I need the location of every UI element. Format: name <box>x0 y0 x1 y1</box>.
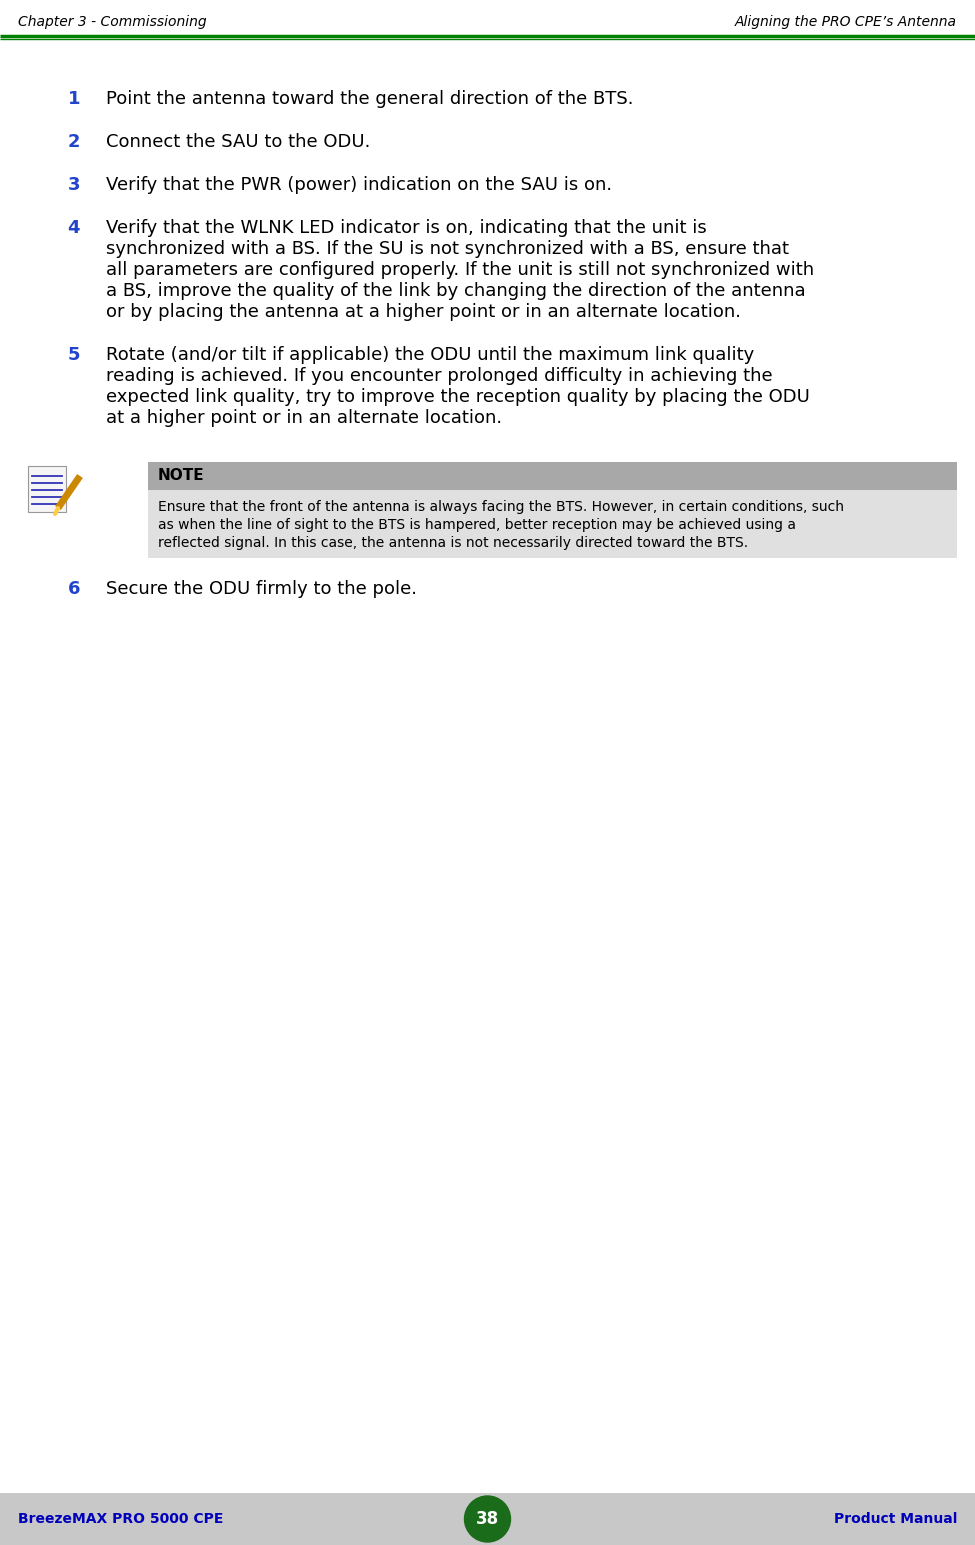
Text: Aligning the PRO CPE’s Antenna: Aligning the PRO CPE’s Antenna <box>735 15 957 29</box>
Text: Verify that the WLNK LED indicator is on, indicating that the unit is: Verify that the WLNK LED indicator is on… <box>106 219 707 236</box>
Text: Product Manual: Product Manual <box>834 1513 957 1526</box>
Text: 4: 4 <box>67 219 80 236</box>
Text: 6: 6 <box>67 579 80 598</box>
Text: 38: 38 <box>476 1509 499 1528</box>
Text: at a higher point or in an alternate location.: at a higher point or in an alternate loc… <box>106 409 502 426</box>
Text: reading is achieved. If you encounter prolonged difficulty in achieving the: reading is achieved. If you encounter pr… <box>106 368 772 385</box>
Text: or by placing the antenna at a higher point or in an alternate location.: or by placing the antenna at a higher po… <box>106 303 741 321</box>
Text: synchronized with a BS. If the SU is not synchronized with a BS, ensure that: synchronized with a BS. If the SU is not… <box>106 239 789 258</box>
Text: BreezeMAX PRO 5000 CPE: BreezeMAX PRO 5000 CPE <box>18 1513 223 1526</box>
Text: as when the line of sight to the BTS is hampered, better reception may be achiev: as when the line of sight to the BTS is … <box>158 518 796 531</box>
Text: all parameters are configured properly. If the unit is still not synchronized wi: all parameters are configured properly. … <box>106 261 814 280</box>
Text: Secure the ODU firmly to the pole.: Secure the ODU firmly to the pole. <box>106 579 417 598</box>
Text: Chapter 3 - Commissioning: Chapter 3 - Commissioning <box>18 15 207 29</box>
Bar <box>28 467 66 511</box>
Text: 5: 5 <box>67 346 80 365</box>
Text: Point the antenna toward the general direction of the BTS.: Point the antenna toward the general dir… <box>106 90 634 108</box>
Text: Connect the SAU to the ODU.: Connect the SAU to the ODU. <box>106 133 370 151</box>
Text: a BS, improve the quality of the link by changing the direction of the antenna: a BS, improve the quality of the link by… <box>106 283 805 300</box>
Text: expected link quality, try to improve the reception quality by placing the ODU: expected link quality, try to improve th… <box>106 388 810 406</box>
Text: 3: 3 <box>67 176 80 195</box>
Text: Rotate (and/or tilt if applicable) the ODU until the maximum link quality: Rotate (and/or tilt if applicable) the O… <box>106 346 755 365</box>
Text: Verify that the PWR (power) indication on the SAU is on.: Verify that the PWR (power) indication o… <box>106 176 612 195</box>
Text: 2: 2 <box>67 133 80 151</box>
Bar <box>0 1492 975 1545</box>
Text: 1: 1 <box>67 90 80 108</box>
Bar <box>148 462 957 490</box>
Text: Ensure that the front of the antenna is always facing the BTS. However, in certa: Ensure that the front of the antenna is … <box>158 501 844 514</box>
Text: reflected signal. In this case, the antenna is not necessarily directed toward t: reflected signal. In this case, the ante… <box>158 536 748 550</box>
Text: NOTE: NOTE <box>158 468 205 484</box>
Bar <box>148 490 957 558</box>
Circle shape <box>464 1496 511 1542</box>
